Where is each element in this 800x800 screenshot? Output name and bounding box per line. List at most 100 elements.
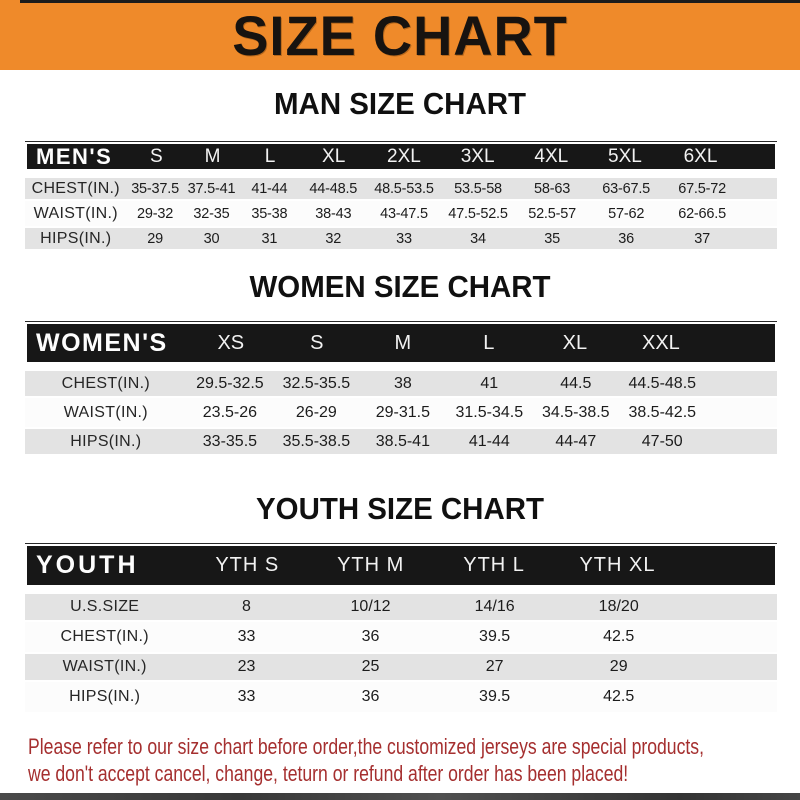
size-value: 67.5-72: [678, 180, 726, 197]
women-section-title: WOMEN SIZE CHART: [249, 269, 551, 304]
bottom-border-strip: [0, 793, 800, 800]
size-value: 26-29: [295, 403, 337, 421]
row-label: WAIST(IN.): [63, 403, 148, 421]
size-value: 47.5-52.5: [448, 205, 508, 222]
size-column-header: 5XL: [608, 146, 642, 167]
size-column-header: S: [150, 146, 163, 167]
size-value: 32.5-35.5: [282, 374, 351, 392]
size-value: 37: [694, 230, 710, 247]
size-value: 39.5: [479, 688, 511, 705]
size-value: 10/12: [350, 598, 391, 615]
size-value: 18/20: [598, 598, 639, 615]
size-chart-body: MAN SIZE CHART MEN'S S M L XL 2XL 3XL 4XL 5XL 6XL…: [0, 88, 800, 787]
size-column-header: XL: [322, 146, 346, 167]
size-column-header: XS: [217, 331, 245, 354]
size-column-header: S: [310, 331, 324, 354]
row-label: HIPS(IN.): [69, 688, 141, 705]
youth-section-title: YOUTH SIZE CHART: [256, 491, 544, 526]
size-value: 63-67.5: [602, 180, 651, 197]
size-value: 8: [242, 598, 251, 615]
size-value: 23: [237, 658, 256, 675]
size-column-header: XL: [562, 331, 588, 354]
size-value: 33: [237, 628, 256, 645]
size-value: 36: [618, 230, 635, 247]
size-column-header: YTH S: [215, 554, 280, 576]
size-value: 38.5-42.5: [628, 403, 697, 421]
order-note-line-2: we don't accept cancel, change, teturn o…: [28, 761, 629, 786]
size-column-header: L: [483, 331, 495, 354]
size-value: 44.5: [560, 374, 592, 392]
row-label: CHEST(IN.): [60, 628, 149, 645]
top-border-strip: [20, 0, 800, 3]
men-corner-label: MEN'S: [36, 144, 113, 169]
size-value: 41-44: [468, 432, 510, 450]
size-value: 27: [485, 658, 504, 675]
row-label: HIPS(IN.): [40, 229, 112, 247]
size-value: 35.5-38.5: [282, 432, 351, 450]
size-value: 62-66.5: [678, 205, 726, 222]
women-header-bar: WOMEN'S XS S M L XL XXL: [25, 322, 777, 364]
size-value: 14/16: [474, 598, 515, 615]
size-value: 33: [396, 230, 412, 247]
row-label: CHEST(IN.): [31, 179, 120, 197]
men-table-row: HIPS(IN.) 29 30 31 32 33 34 35 36 37: [25, 226, 777, 251]
size-value: 36: [361, 688, 380, 705]
row-label: WAIST(IN.): [62, 658, 147, 675]
size-value: 31: [261, 230, 278, 247]
size-value: 33-35.5: [202, 432, 258, 450]
size-value: 33: [237, 688, 256, 705]
youth-header-bar: YOUTH YTH S YTH M YTH L YTH XL: [25, 544, 777, 587]
youth-table-row: HIPS(IN.) 33 36 39.5 42.5: [25, 682, 777, 712]
size-column-header: 4XL: [534, 146, 569, 167]
size-value: 48.5-53.5: [374, 180, 434, 197]
size-value: 29-31.5: [375, 403, 430, 421]
row-label: CHEST(IN.): [61, 374, 150, 392]
size-value: 44-47: [555, 432, 597, 450]
size-value: 29: [147, 230, 163, 247]
size-column-header: L: [264, 146, 276, 167]
size-value: 42.5: [603, 688, 635, 705]
size-value: 34.5-38.5: [541, 403, 610, 421]
size-column-header: M: [204, 146, 221, 167]
size-column-header: 3XL: [460, 146, 495, 167]
size-column-header: YTH XL: [579, 554, 656, 576]
size-value: 25: [361, 658, 380, 675]
youth-corner-label: YOUTH: [36, 551, 139, 579]
size-value: 32: [325, 230, 342, 247]
size-value: 29.5-32.5: [196, 374, 264, 392]
size-column-header: 6XL: [683, 146, 718, 167]
size-value: 30: [203, 230, 220, 247]
size-value: 34: [470, 230, 486, 247]
women-table-row: WAIST(IN.) 23.5-26 26-29 29-31.5 31.5-34.5 34…: [25, 398, 777, 427]
size-value: 35-38: [251, 205, 288, 222]
banner-title: SIZE CHART: [232, 3, 568, 67]
size-value: 32-35: [193, 205, 230, 222]
size-value: 58-63: [534, 180, 571, 197]
size-column-header: YTH M: [337, 554, 405, 576]
women-size-table: WOMEN'S XS S M L XL XXL CHEST(IN.) 29.5-32.5 32.5…: [25, 322, 777, 456]
youth-table-row: U.S.SIZE 8 10/12 14/16 18/20: [25, 592, 777, 622]
men-table-row: CHEST(IN.) 35-37.5 37.5-41 41-44 44-48.5 48.5…: [25, 176, 777, 201]
size-value: 36: [361, 628, 380, 645]
size-value: 38: [393, 374, 412, 392]
order-note: Please refer to our size chart before or…: [28, 733, 800, 787]
size-value: 29-32: [137, 205, 174, 222]
size-value: 29: [609, 658, 628, 675]
size-column-header: YTH L: [463, 554, 525, 576]
size-value: 57-62: [608, 205, 645, 222]
size-value: 52.5-57: [528, 205, 576, 222]
men-section-title: MAN SIZE CHART: [274, 86, 526, 121]
size-column-header: XXL: [641, 331, 680, 354]
men-size-table: MEN'S S M L XL 2XL 3XL 4XL 5XL 6XL CHEST(IN.) 35-37…: [25, 142, 777, 251]
size-value: 47-50: [641, 432, 683, 450]
size-value: 43-47.5: [380, 205, 428, 222]
size-value: 41-44: [251, 180, 288, 197]
youth-size-table: YOUTH YTH S YTH M YTH L YTH XL U.S.SIZE 8 10/12…: [25, 544, 777, 712]
size-value: 39.5: [479, 628, 511, 645]
men-table-row: WAIST(IN.) 29-32 32-35 35-38 38-43 43-47.5 47.…: [25, 201, 777, 226]
size-value: 53.5-58: [454, 180, 502, 197]
women-corner-label: WOMEN'S: [36, 328, 168, 357]
size-value: 42.5: [603, 628, 635, 645]
youth-table-row: WAIST(IN.) 23 25 27 29: [25, 652, 777, 682]
size-column-header: M: [394, 331, 412, 354]
